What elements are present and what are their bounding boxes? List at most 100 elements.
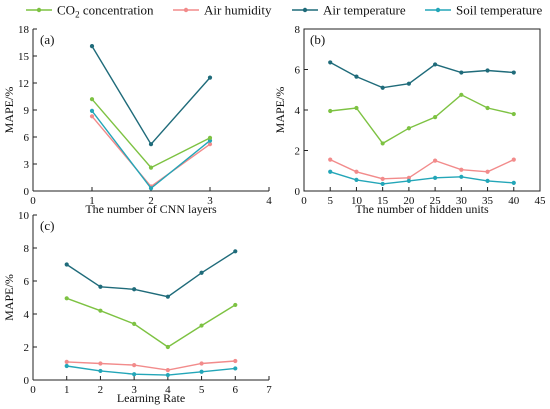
series-soil-temperature [64, 363, 238, 378]
series-line [91, 45, 211, 146]
x-tick-label: 1 [64, 384, 70, 396]
y-tick-label: 6 [24, 276, 30, 288]
legend-item: Soil temperature [425, 3, 543, 18]
data-point [233, 302, 238, 308]
x-tick-label: 2 [148, 195, 154, 207]
data-point [98, 368, 103, 374]
data-point [132, 321, 137, 326]
legend-item: Air temperature [292, 3, 406, 18]
data-point [165, 294, 170, 299]
data-point [199, 369, 204, 374]
legend-item: Air humidity [173, 3, 272, 18]
data-point [511, 70, 516, 75]
data-point [328, 108, 333, 114]
x-tick-label: 40 [508, 195, 520, 207]
y-axis-title: MAPE/% [2, 274, 16, 321]
legend-label-subscript: 2 [75, 10, 80, 20]
series-air-temperature [328, 60, 516, 90]
legend-label-text: CO [57, 3, 75, 18]
x-tick-label: 15 [377, 195, 389, 207]
data-point [354, 177, 359, 182]
x-tick-label: 3 [207, 195, 213, 207]
x-tick-label: 0 [30, 384, 36, 396]
series-air-humidity [328, 157, 516, 181]
data-point [89, 114, 95, 119]
series-soil-temperature [89, 108, 213, 191]
data-point [148, 142, 154, 147]
data-point [354, 105, 359, 111]
y-tick-label: 2 [295, 146, 301, 158]
series-line [329, 171, 514, 185]
data-point [64, 296, 69, 301]
x-tick-label: 6 [233, 384, 239, 396]
data-point [148, 186, 154, 191]
y-tick-label: 8 [295, 24, 301, 36]
data-point [380, 85, 385, 90]
data-point [459, 167, 464, 172]
series-co2-concentration [64, 296, 238, 350]
data-point [380, 141, 385, 146]
data-point [433, 158, 438, 163]
data-point [64, 262, 69, 267]
x-tick-label: 2 [98, 384, 104, 396]
series-air-humidity [64, 358, 238, 373]
data-point [207, 142, 213, 147]
x-tick-label: 4 [266, 195, 272, 207]
y-tick-label: 12 [18, 78, 29, 90]
data-point [485, 169, 490, 174]
x-tick-label: 35 [482, 195, 494, 207]
x-tick-label: 10 [351, 195, 363, 207]
data-point [354, 74, 359, 79]
data-point [406, 178, 411, 183]
y-axis-title: MAPE/% [273, 87, 287, 134]
y-tick-label: 4 [24, 309, 30, 321]
data-point [89, 44, 95, 49]
data-point [98, 284, 103, 289]
data-point [433, 114, 438, 120]
data-point [485, 178, 490, 183]
data-point [406, 126, 411, 131]
legend-swatch-marker [302, 7, 308, 13]
y-axis-title: MAPE/% [2, 87, 16, 134]
legend-swatch-marker [435, 7, 441, 13]
y-tick-label: 0 [295, 186, 301, 198]
x-tick-label: 5 [327, 195, 333, 207]
x-tick-label: 3 [131, 384, 137, 396]
legend-label: CO2 concentration [57, 3, 154, 20]
x-axis-title: The number of CNN layers [85, 202, 217, 216]
data-point [233, 366, 238, 371]
legend-item: CO2 concentration [26, 3, 154, 20]
data-point [485, 105, 490, 111]
data-point [406, 81, 411, 86]
y-tick-label: 2 [24, 342, 30, 354]
data-point [98, 308, 103, 313]
legend-label: Air temperature [323, 3, 406, 18]
y-tick-label: 18 [18, 24, 30, 36]
x-tick-label: 4 [165, 384, 171, 396]
x-tick-label: 7 [266, 384, 272, 396]
data-point [89, 97, 95, 102]
data-point [328, 157, 333, 162]
series-line [66, 360, 236, 371]
data-point [89, 108, 95, 113]
panel-label: (b) [310, 32, 325, 47]
y-tick-label: 3 [24, 159, 30, 171]
data-point [132, 372, 137, 377]
data-point [64, 363, 69, 369]
series-air-humidity [89, 114, 213, 189]
series-air-temperature [64, 249, 238, 299]
data-point [459, 174, 464, 179]
series-air-temperature [89, 44, 213, 147]
series-line [91, 115, 211, 188]
data-point [199, 323, 204, 328]
data-point [233, 249, 238, 254]
panel-label: (c) [40, 218, 54, 233]
x-tick-label: 1 [89, 195, 95, 207]
data-point [132, 287, 137, 292]
y-tick-label: 0 [24, 186, 30, 198]
x-tick-label: 20 [403, 195, 415, 207]
x-tick-label: 25 [430, 195, 442, 207]
data-point [165, 372, 170, 378]
data-point [64, 359, 69, 364]
